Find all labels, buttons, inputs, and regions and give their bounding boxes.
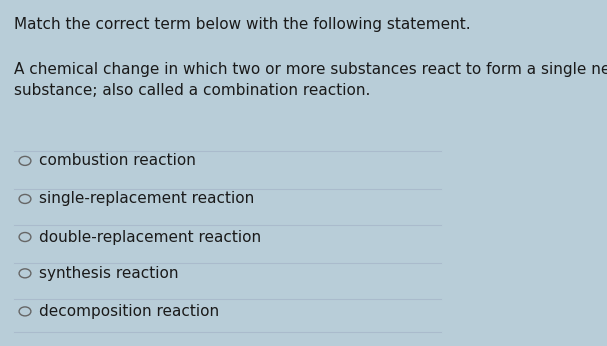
Text: single-replacement reaction: single-replacement reaction (39, 191, 254, 207)
Text: decomposition reaction: decomposition reaction (39, 304, 219, 319)
Text: A chemical change in which two or more substances react to form a single new
sub: A chemical change in which two or more s… (13, 62, 607, 98)
Text: synthesis reaction: synthesis reaction (39, 266, 178, 281)
Text: Match the correct term below with the following statement.: Match the correct term below with the fo… (13, 17, 470, 32)
Text: combustion reaction: combustion reaction (39, 153, 195, 169)
Text: double-replacement reaction: double-replacement reaction (39, 229, 261, 245)
